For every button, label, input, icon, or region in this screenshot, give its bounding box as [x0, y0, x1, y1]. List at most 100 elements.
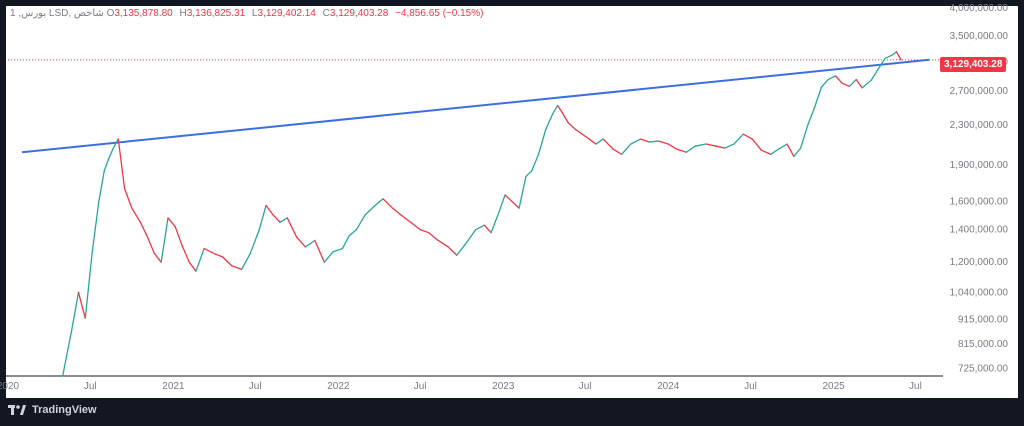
- price-segment: [391, 207, 402, 216]
- price-segment: [870, 68, 880, 81]
- price-segment: [733, 133, 744, 145]
- open-label: O: [106, 8, 115, 19]
- price-segment: [525, 170, 533, 178]
- price-segment: [793, 147, 802, 158]
- price-segment: [560, 110, 570, 124]
- price-segment: [410, 221, 421, 231]
- x-tick-label: 2020: [0, 381, 20, 392]
- price-segment: [77, 291, 86, 319]
- price-segment: [272, 214, 281, 223]
- price-segment: [240, 252, 251, 271]
- price-segment: [174, 226, 183, 246]
- price-segment: [841, 82, 851, 87]
- high-value: 3,136,825.31: [186, 8, 246, 19]
- price-segment: [265, 204, 274, 216]
- price-segment: [770, 148, 780, 155]
- price-segment: [153, 252, 162, 263]
- price-segment: [355, 214, 366, 231]
- close-value: 3,129,403.28: [329, 8, 389, 19]
- price-segment: [475, 224, 485, 231]
- price-segment: [323, 251, 334, 263]
- price-segment: [62, 331, 72, 377]
- open-value: 3,135,878.80: [114, 8, 173, 19]
- price-segment: [891, 51, 898, 56]
- change-value: −4,856.65 (−0.15%): [395, 8, 484, 19]
- price-segment: [364, 206, 375, 216]
- price-segment: [504, 194, 513, 203]
- price-segment: [715, 145, 726, 149]
- price-segment: [511, 200, 520, 209]
- y-tick-label: 1,600,000.00: [950, 196, 1009, 207]
- y-tick-label: 815,000.00: [958, 339, 1008, 350]
- price-segment: [877, 57, 886, 70]
- price-segment: [497, 194, 506, 216]
- price-segment: [895, 51, 902, 61]
- price-segment: [518, 175, 527, 209]
- price-segment: [222, 256, 233, 267]
- price-segment: [827, 75, 837, 81]
- price-segment: [640, 138, 650, 143]
- price-segment: [777, 143, 788, 150]
- price-segment: [657, 140, 669, 145]
- price-segment: [630, 138, 642, 145]
- price-segment: [279, 217, 288, 223]
- price-segment: [884, 54, 893, 60]
- price-segment: [621, 143, 632, 155]
- tradingview-logo[interactable]: TradingView: [8, 404, 97, 416]
- price-segment: [188, 261, 197, 272]
- price-segment: [742, 133, 753, 140]
- price-segment: [231, 265, 243, 271]
- price-segment: [537, 128, 547, 155]
- price-segment: [348, 229, 358, 237]
- price-segment: [490, 214, 499, 234]
- price-segment: [372, 198, 384, 208]
- price-segment: [341, 235, 350, 250]
- price-chart[interactable]: 4,000,000.003,500,000.003,100,000.002,70…: [0, 0, 1024, 400]
- x-tick-label: 2021: [162, 381, 185, 392]
- last-price-badge: 3,129,403.28: [940, 57, 1007, 72]
- price-segment: [581, 133, 590, 140]
- price-segment: [807, 106, 816, 126]
- price-segment: [676, 148, 687, 153]
- price-segment: [203, 247, 215, 255]
- price-segment: [612, 148, 623, 155]
- y-tick-label: 1,200,000.00: [950, 257, 1009, 268]
- price-segment: [465, 229, 477, 245]
- price-segment: [588, 138, 597, 145]
- low-value: 3,129,402.14: [257, 8, 316, 19]
- price-segment: [685, 145, 697, 153]
- x-tick-label: 2025: [823, 381, 846, 392]
- price-segment: [181, 244, 190, 263]
- price-segment: [131, 207, 142, 223]
- close-label: C: [322, 8, 330, 19]
- price-segment: [139, 221, 149, 238]
- price-segment: [848, 78, 857, 87]
- y-tick-label: 3,500,000.00: [950, 31, 1009, 42]
- x-tick-label: Jul: [579, 381, 592, 392]
- trendline: [21, 58, 930, 154]
- x-tick-label: 2024: [657, 381, 680, 392]
- price-segment: [556, 104, 563, 113]
- x-tick-label: 2022: [327, 381, 350, 392]
- price-segment: [724, 143, 735, 149]
- price-segment: [304, 239, 316, 248]
- tradingview-logo-icon: [8, 405, 26, 415]
- y-tick-label: 1,400,000.00: [950, 225, 1009, 236]
- price-segment: [160, 217, 169, 263]
- y-tick-label: 1,040,000.00: [950, 287, 1009, 298]
- price-segment: [103, 159, 109, 172]
- price-segment: [314, 239, 325, 263]
- price-segment: [123, 188, 133, 209]
- x-tick-label: 2023: [492, 381, 515, 392]
- price-segment: [834, 75, 843, 84]
- price-segment: [574, 128, 584, 135]
- price-segment: [567, 122, 577, 131]
- price-segment: [84, 252, 93, 319]
- price-segment: [146, 236, 156, 255]
- x-tick-label: Jul: [414, 381, 427, 392]
- price-segment: [705, 143, 717, 147]
- price-segment: [799, 124, 809, 149]
- price-segment: [648, 140, 659, 143]
- price-segment: [296, 236, 307, 248]
- y-tick-label: 2,700,000.00: [950, 86, 1009, 97]
